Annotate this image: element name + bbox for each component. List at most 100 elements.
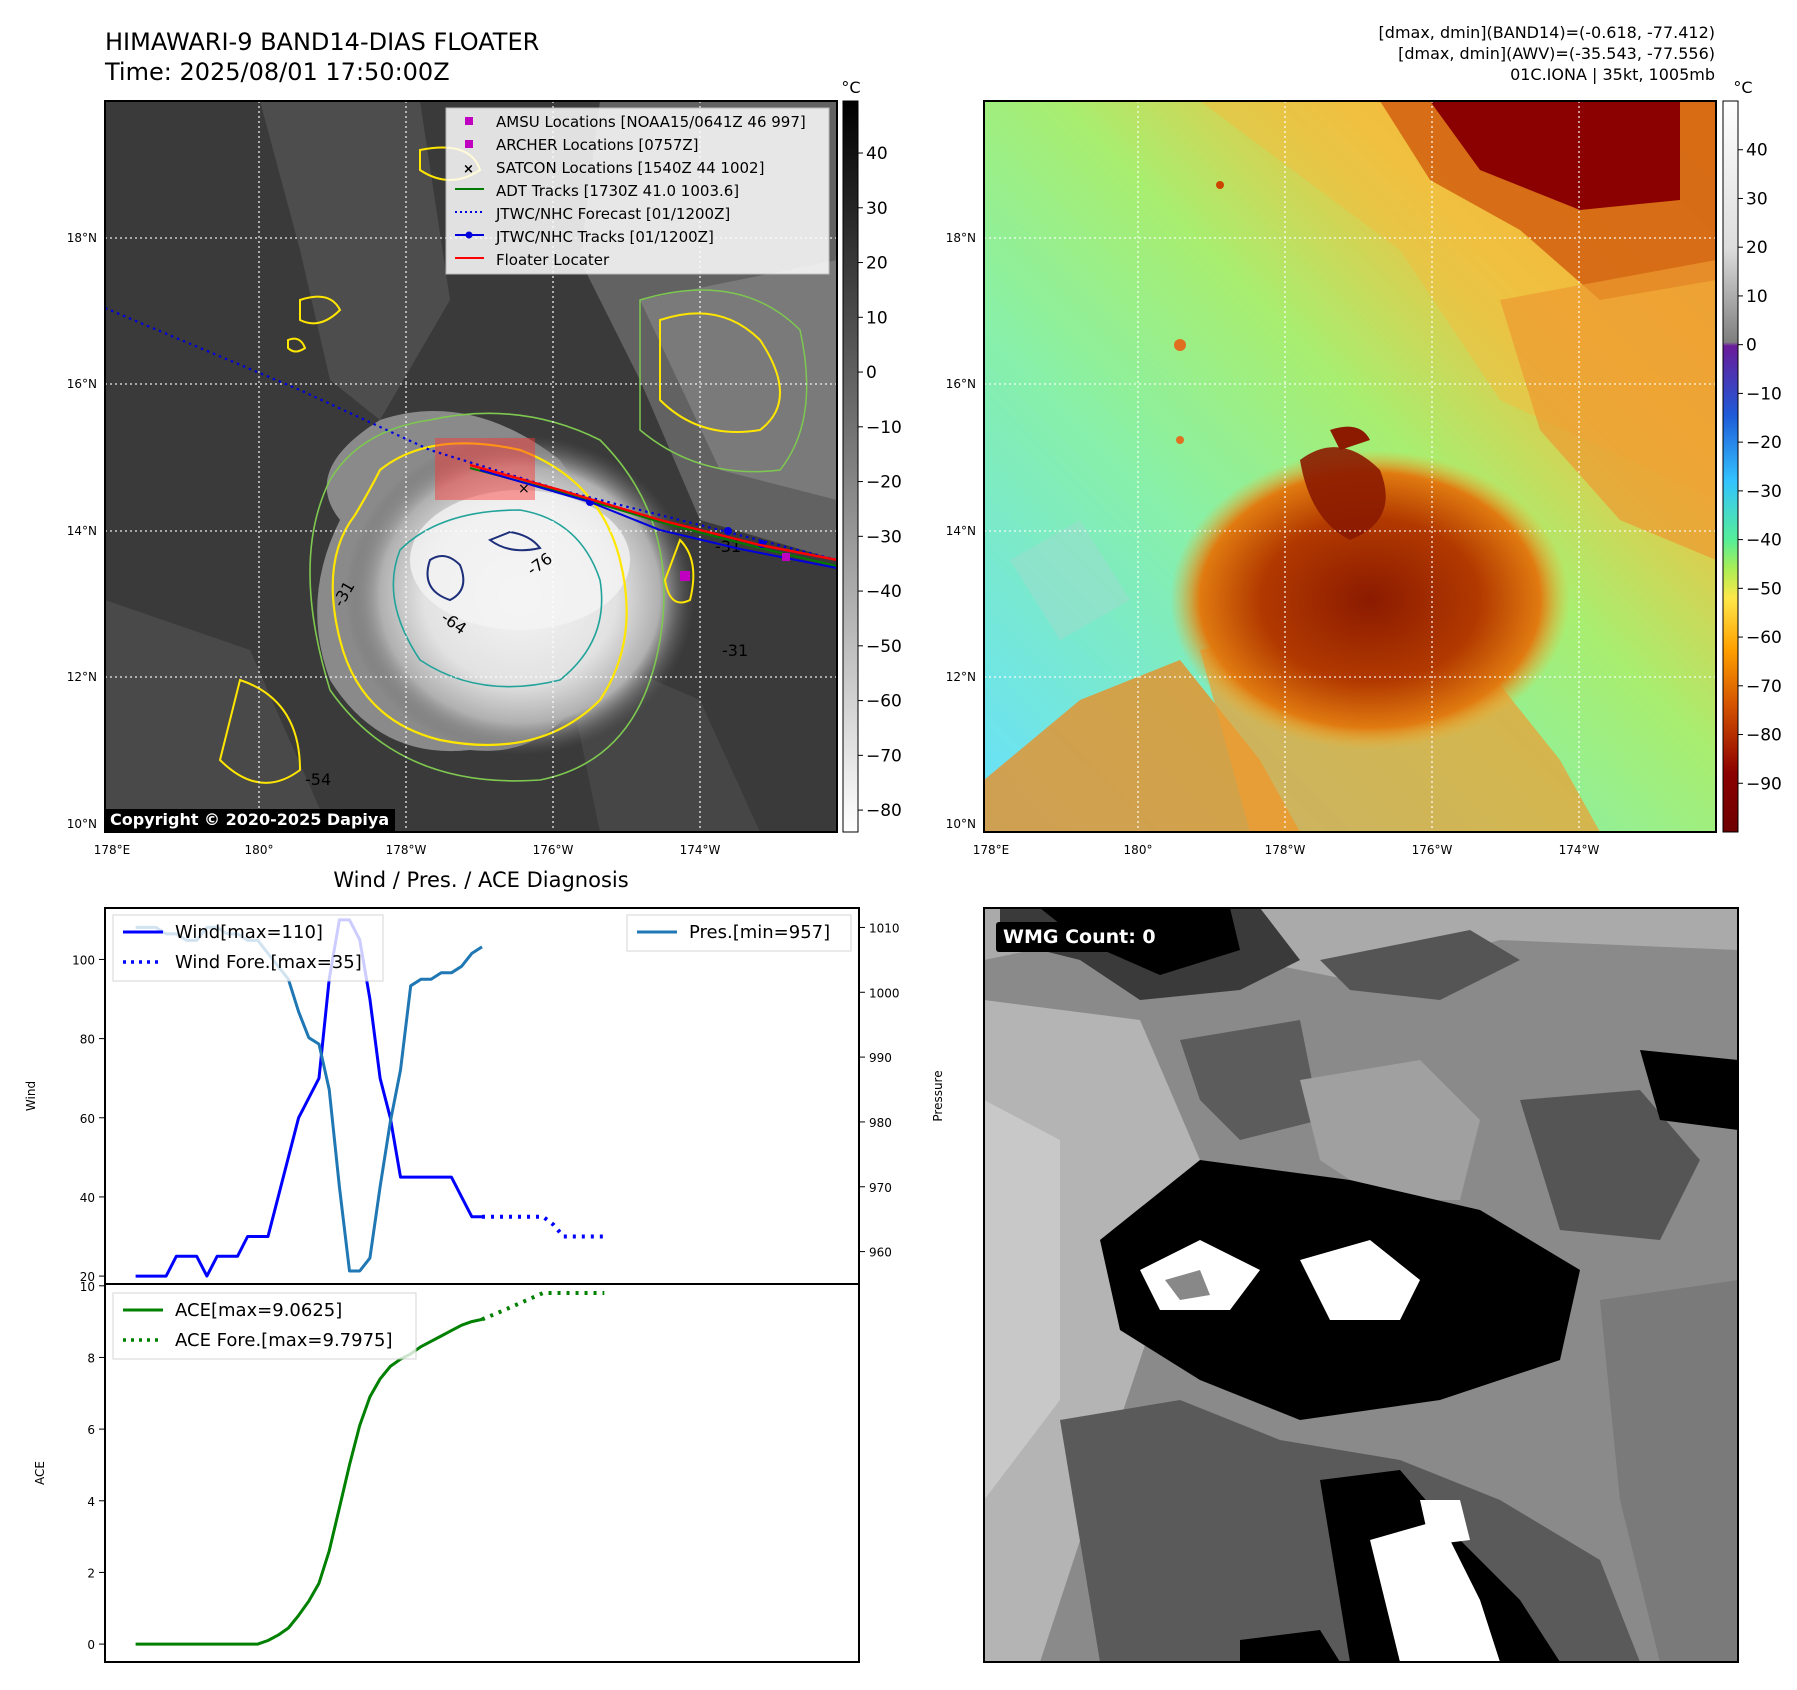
ir-lon-label: 178°W [386, 843, 427, 857]
colorbar-tick-label: 30 [1746, 189, 1768, 209]
colorbar-tick-label: 10 [866, 308, 888, 328]
ir-lon-label: 180° [245, 843, 274, 857]
wind-tick-label: 20 [80, 1270, 95, 1284]
ir-lat-label: 18°N [67, 231, 97, 245]
legend-ace-forecast: ACE Fore.[max=9.7975] [175, 1330, 393, 1351]
colorbar-tick-label: 20 [866, 254, 888, 274]
colorbar-tick-label: −10 [1746, 384, 1782, 404]
ace-tick-label: 4 [87, 1495, 95, 1509]
legend-forecast: JTWC/NHC Forecast [01/1200Z] [495, 205, 730, 223]
archer-marker [782, 553, 790, 561]
wind-tick-label: 60 [80, 1112, 95, 1126]
colorbar-tick-label: −60 [866, 692, 902, 712]
colorbar-tick-label: 40 [866, 144, 888, 164]
ace-tick-label: 8 [87, 1351, 95, 1365]
wmg-count-badge: WMG Count: 0 [996, 922, 1163, 952]
wv-lon-label: 176°W [1412, 843, 1453, 857]
wv-colorbar-unit: °C [1733, 78, 1752, 97]
wv-lat-label: 10°N [946, 817, 976, 831]
ir-lat-label: 10°N [67, 817, 97, 831]
colorbar-tick-label: −10 [866, 418, 902, 438]
ace-axis-label: ACE [33, 1461, 47, 1485]
jtwc-forecast-track [105, 306, 837, 562]
colorbar-tick-label: 0 [1746, 336, 1757, 356]
wmg-panel [983, 907, 1739, 1663]
colorbar-tick-label: −90 [1746, 774, 1782, 794]
legend-adt: ADT Tracks [1730Z 41.0 1003.6] [496, 182, 739, 200]
wv-lat-label: 16°N [946, 377, 976, 391]
ir-colorbar [842, 100, 859, 833]
legend-wind: Wind[max=110] [175, 922, 323, 943]
colorbar-tick-label: −50 [866, 637, 902, 657]
wind-pressure-chart: Wind Pressure 20 40 60 80 100 960 970 980 990 10… [24, 907, 945, 1285]
series-line-0 [135, 918, 482, 1278]
legend-archer: ARCHER Locations [0757Z] [496, 136, 699, 154]
stats-line-1: [dmax, dmin](BAND14)=(-0.618, -77.412) [1379, 23, 1715, 42]
diagnosis-title: Wind / Pres. / ACE Diagnosis [333, 868, 628, 892]
legend-tracks: JTWC/NHC Tracks [01/1200Z] [495, 228, 714, 246]
wind-tick-label: 40 [80, 1191, 95, 1205]
ace-legend: ACE[max=9.0625] ACE Fore.[max=9.7975] [112, 1292, 417, 1360]
colorbar-tick-label: −40 [866, 582, 902, 602]
ir-map: -76 -64 -31 -31 -54 -31 [67, 78, 902, 857]
wind-tick-label: 80 [80, 1033, 95, 1047]
ir-lat-label: 14°N [67, 524, 97, 538]
wind-legend: Wind[max=110] Wind Fore.[max=35] [112, 914, 384, 982]
pressure-legend: Pres.[min=957] [626, 914, 852, 952]
colorbar-tick-label: 20 [1746, 238, 1768, 258]
legend-ace: ACE[max=9.0625] [175, 1300, 342, 1321]
pressure-tick-label: 990 [869, 1051, 892, 1065]
wv-lon-label: 174°W [1559, 843, 1600, 857]
ir-lat-label: 16°N [67, 377, 97, 391]
colorbar-tick-label: 10 [1746, 287, 1768, 307]
ace-tick-label: 2 [87, 1566, 95, 1580]
wv-lat-label: 14°N [946, 524, 976, 538]
colorbar-tick-label: −20 [1746, 433, 1782, 453]
colorbar-tick-label: 0 [866, 363, 877, 383]
contour-label-3: -31 [722, 641, 748, 660]
legend-satcon: SATCON Locations [1540Z 44 1002] [496, 159, 764, 177]
wv-lon-label: 178°E [973, 843, 1010, 857]
copyright-badge: Copyright © 2020-2025 Dapiya [104, 809, 396, 831]
colorbar-tick-label: −60 [1746, 628, 1782, 648]
ir-lon-label: 178°E [94, 843, 131, 857]
colorbar-tick-label: −70 [1746, 677, 1782, 697]
figure-title: HIMAWARI-9 BAND14-DIAS FLOATER [105, 28, 539, 56]
pressure-tick-label: 1010 [869, 921, 900, 935]
stats-line-2: [dmax, dmin](AWV)=(-35.543, -77.556) [1398, 44, 1715, 63]
wind-tick-label: 100 [72, 953, 95, 967]
series-line-1 [482, 1214, 605, 1239]
colorbar-tick-label: −80 [866, 801, 902, 821]
ace-chart: ACE 0 2 4 6 8 10 ACE[max=9.0625] ACE Fore.[ma… [33, 1280, 860, 1663]
ir-lat-label: 12°N [67, 670, 97, 684]
legend-floater: Floater Locater [496, 251, 610, 269]
wv-colorbar-ticks: 40 30 20 10 0 −10 −20 −30 −40 −50 −60 −70 −80 −90 [1738, 141, 1782, 794]
pressure-tick-label: 980 [869, 1116, 892, 1130]
ir-lon-label: 174°W [680, 843, 721, 857]
ir-colorbar-ticks: 40 30 20 10 0 −10 −20 −30 −40 −50 −60 −70 −80 [858, 144, 902, 821]
pressure-tick-label: 1000 [869, 986, 900, 1000]
stats-line-3: 01C.IONA | 35kt, 1005mb [1510, 65, 1715, 84]
ir-colorbar-unit: °C [841, 78, 860, 97]
ir-lon-label: 176°W [533, 843, 574, 857]
wind-axis-label: Wind [24, 1081, 38, 1111]
satcon-marker: × [518, 481, 530, 497]
colorbar-tick-label: 40 [1746, 141, 1768, 161]
colorbar-tick-label: −50 [1746, 579, 1782, 599]
colorbar-tick-label: 30 [866, 199, 888, 219]
jtwc-track [479, 469, 837, 569]
wv-lat-label: 12°N [946, 670, 976, 684]
legend-wind-forecast: Wind Fore.[max=35] [175, 952, 362, 973]
legend-pressure: Pres.[min=957] [689, 922, 830, 943]
colorbar-tick-label: −40 [1746, 531, 1782, 551]
floater-locator-track [469, 463, 837, 562]
figure-time: Time: 2025/08/01 17:50:00Z [104, 58, 450, 86]
wv-map: 18°N 16°N 14°N 12°N 10°N 178°E 180° 178°… [946, 78, 1782, 857]
amsu-marker [680, 571, 690, 581]
colorbar-tick-label: −30 [1746, 482, 1782, 502]
ace-series-line-0 [135, 1317, 483, 1646]
ir-legend: × AMSU Locations [NOAA15/0641Z 46 997] A… [445, 107, 830, 275]
svg-text:×: × [463, 162, 474, 177]
wv-lat-label: 18°N [946, 231, 976, 245]
colorbar-tick-label: −20 [866, 473, 902, 493]
